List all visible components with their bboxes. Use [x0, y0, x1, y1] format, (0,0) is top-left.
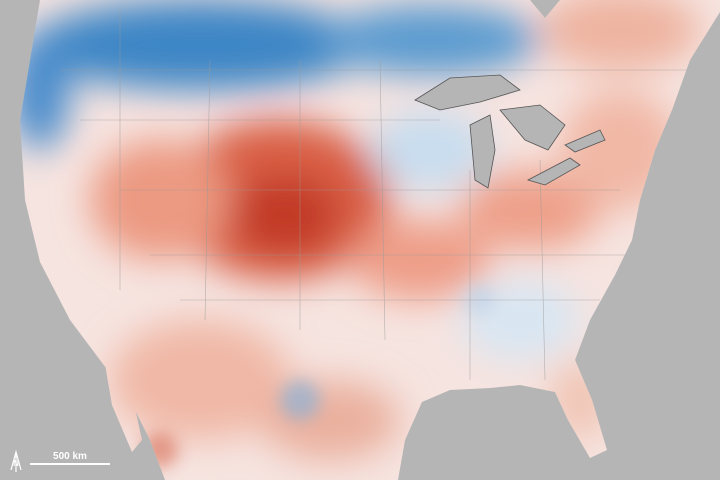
north-arrow: N [10, 449, 22, 472]
scale-label: 500 km [53, 451, 87, 462]
great-lakes [414, 74, 606, 189]
scale-bar: 500 km [30, 451, 110, 465]
north-arrow-icon [10, 449, 22, 472]
north-label: N [13, 459, 19, 468]
